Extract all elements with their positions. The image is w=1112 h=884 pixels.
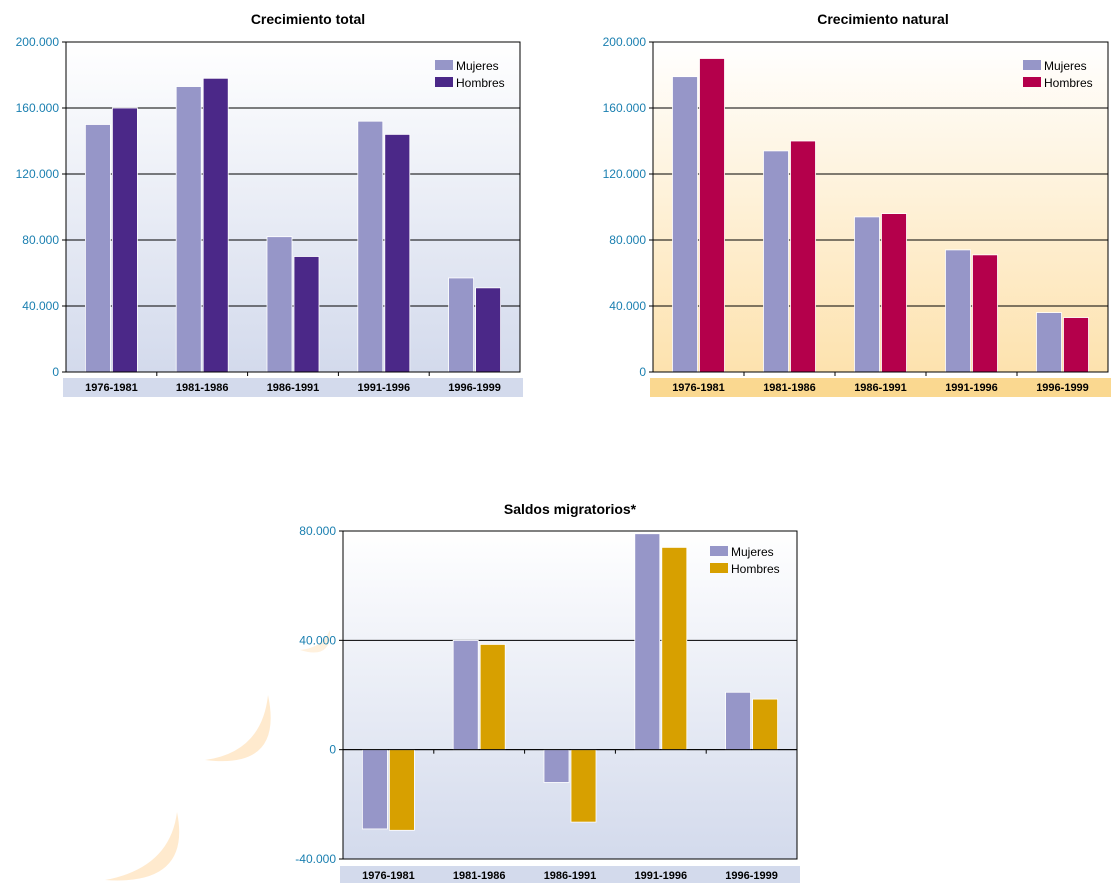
bar-hombres-1991-1996 [661,547,688,751]
x-tick-label: 1991-1996 [634,870,687,882]
y-tick-label: 0 [329,743,336,757]
x-tick-label: 1986-1991 [854,382,907,394]
y-tick-label: 40.000 [22,299,59,313]
legend-swatch-hombres [1023,77,1041,87]
x-tick-label: 1976-1981 [85,382,138,394]
y-tick-label: 80.000 [609,233,646,247]
bar-hombres-1976-1981 [388,749,415,831]
y-tick-label: 40.000 [609,299,646,313]
legend-label-hombres: Hombres [731,562,780,576]
y-tick-label: 120.000 [16,167,60,181]
x-tick-label: 1996-1999 [448,382,501,394]
y-tick-label: 80.000 [22,233,59,247]
y-tick-label: 160.000 [16,101,60,115]
bar-hombres-1991-1996 [972,254,998,373]
bar-mujeres-1996-1999 [725,691,751,751]
chart-crecimiento-total: Crecimiento total 0 40.000 80.000 120.000 16… [16,11,523,397]
crescent-decoration-2 [105,812,180,881]
crescent-decoration-3 [300,630,331,653]
bar-mujeres-1996-1999 [448,277,475,373]
bar-mujeres-1986-1991 [266,236,293,373]
x-tick-label: 1996-1999 [1036,382,1089,394]
bar-mujeres-1991-1996 [357,120,384,373]
bar-hombres-1981-1986 [790,140,816,373]
bar-mujeres-1976-1981 [672,76,698,373]
bar-mujeres-1996-1999 [1036,312,1062,373]
legend-label-mujeres: Mujeres [456,59,499,73]
bar-hombres-1976-1981 [112,107,138,373]
chart-title: Crecimiento natural [817,11,948,27]
decorative-background [105,630,331,881]
bar-hombres-1986-1991 [293,256,320,373]
y-tick-label: 0 [639,365,646,379]
x-axis-band [340,866,800,883]
bar-hombres-1991-1996 [384,133,411,373]
y-tick-label: 80.000 [299,524,336,538]
legend-swatch-mujeres [435,60,453,70]
x-tick-label: 1981-1986 [176,382,229,394]
bar-mujeres-1991-1996 [634,533,661,751]
chart-saldos-migratorios: Saldos migratorios* -40.000 0 40.000 80.000… [295,501,800,883]
bar-mujeres-1986-1991 [543,749,570,783]
legend-label-hombres: Hombres [1044,76,1093,90]
y-tick-label: 0 [52,365,59,379]
plot-area [65,41,521,373]
x-tick-label: 1996-1999 [725,870,778,882]
bar-hombres-1996-1999 [475,287,502,373]
x-axis-band [650,378,1111,397]
x-tick-label: 1981-1986 [453,870,506,882]
bar-mujeres-1981-1986 [452,639,479,751]
bar-hombres-1986-1991 [881,213,907,373]
bar-hombres-1996-1999 [752,698,778,751]
chart-crecimiento-natural: Crecimiento natural 0 40.000 80.000 120.000… [603,11,1111,397]
x-tick-label: 1986-1991 [267,382,320,394]
x-tick-label: 1981-1986 [763,382,816,394]
legend-swatch-mujeres [710,546,728,556]
legend-swatch-hombres [710,563,728,573]
x-tick-label: 1991-1996 [945,382,998,394]
bar-mujeres-1976-1981 [85,124,111,373]
bar-mujeres-1991-1996 [945,249,971,373]
crescent-decoration-1 [205,695,271,762]
bar-hombres-1981-1986 [202,77,229,373]
legend-label-mujeres: Mujeres [1044,59,1087,73]
x-tick-label: 1991-1996 [357,382,410,394]
legend-swatch-mujeres [1023,60,1041,70]
y-tick-label: -40.000 [295,852,336,866]
plot-area [652,41,1109,373]
x-axis-band [63,378,523,397]
bar-hombres-1996-1999 [1063,317,1089,373]
y-tick-label: 200.000 [16,35,60,49]
bar-hombres-1976-1981 [699,58,725,373]
y-tick-label: 160.000 [603,101,647,115]
y-tick-label: 40.000 [299,633,336,647]
bar-mujeres-1986-1991 [854,216,880,373]
x-tick-label: 1986-1991 [544,870,597,882]
chart-title: Saldos migratorios* [504,501,637,517]
legend-swatch-hombres [435,77,453,87]
x-tick-label: 1976-1981 [672,382,725,394]
chart-title: Crecimiento total [251,11,365,27]
y-tick-label: 120.000 [603,167,647,181]
bar-mujeres-1976-1981 [361,749,388,830]
y-tick-label: 200.000 [603,35,647,49]
plot-area [342,530,798,860]
bar-mujeres-1981-1986 [175,86,202,373]
legend-label-hombres: Hombres [456,76,505,90]
bar-hombres-1986-1991 [570,749,597,823]
x-tick-label: 1976-1981 [362,870,415,882]
legend-label-mujeres: Mujeres [731,545,774,559]
bar-mujeres-1981-1986 [763,150,789,373]
bar-hombres-1981-1986 [479,644,506,751]
